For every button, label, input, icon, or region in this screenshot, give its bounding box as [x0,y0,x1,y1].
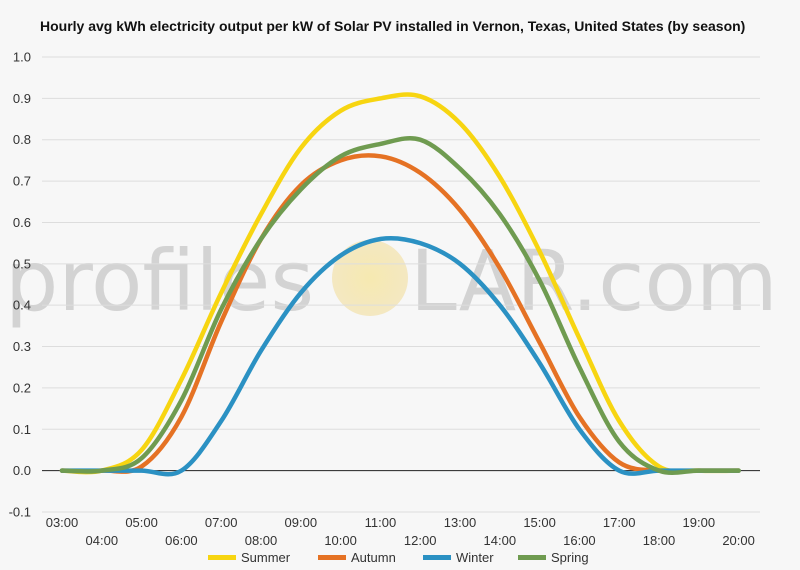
x-axis-ticks: 03:00 04:00 05:00 06:00 07:00 08:00 09:00 10:00… [46,515,755,548]
y-tick-label: 0.7 [13,174,31,189]
y-tick-label: 0.6 [13,215,31,230]
legend[interactable]: Summer Autumn Winter Spring [208,550,589,565]
x-tick-label: 04:00 [86,533,119,548]
legend-item-summer[interactable]: Summer [208,550,291,565]
y-tick-label: 0.1 [13,422,31,437]
y-tick-label: 0.8 [13,132,31,147]
legend-label: Autumn [351,550,396,565]
x-tick-label: 16:00 [563,533,596,548]
watermark-text-left: profiles [5,232,314,330]
y-tick-label: 1.0 [13,50,31,65]
y-tick-label: 0.3 [13,339,31,354]
watermark-sun-icon [332,240,408,316]
legend-label: Summer [241,550,291,565]
x-tick-label: 03:00 [46,515,79,530]
legend-item-autumn[interactable]: Autumn [318,550,396,565]
y-tick-label: 0.0 [13,463,31,478]
x-tick-label: 20:00 [722,533,755,548]
y-tick-label: 0.2 [13,380,31,395]
y-tick-label: 0.5 [13,256,31,271]
legend-swatch [208,555,236,560]
x-tick-label: 10:00 [324,533,357,548]
x-tick-label: 14:00 [484,533,517,548]
x-tick-label: 09:00 [285,515,318,530]
y-tick-label: 0.9 [13,91,31,106]
legend-label: Winter [456,550,494,565]
legend-item-spring[interactable]: Spring [518,550,589,565]
legend-swatch [318,555,346,560]
x-tick-label: 17:00 [603,515,636,530]
series-line-autumn [59,153,741,474]
y-axis-ticks: -0.1 0.0 0.1 0.2 0.3 0.4 0.5 0.6 0.7 0.8 0.9 1.0 [9,50,31,520]
series-line-summer [59,92,741,475]
legend-item-winter[interactable]: Winter [423,550,494,565]
x-tick-label: 19:00 [683,515,716,530]
x-tick-label: 12:00 [404,533,437,548]
series-line-spring [59,135,741,476]
x-tick-label: 06:00 [165,533,198,548]
x-tick-label: 08:00 [245,533,278,548]
chart-title: Hourly avg kWh electricity output per kW… [40,18,746,34]
x-tick-label: 05:00 [125,515,158,530]
x-tick-label: 15:00 [523,515,556,530]
legend-label: Spring [551,550,589,565]
x-tick-label: 07:00 [205,515,238,530]
y-tick-label: -0.1 [9,505,31,520]
x-tick-label: 11:00 [365,515,397,530]
watermark: profiles LAR.com [5,232,778,330]
x-tick-label: 18:00 [643,533,676,548]
legend-swatch [423,555,451,560]
y-tick-label: 0.4 [13,298,31,313]
x-tick-label: 13:00 [444,515,477,530]
series-line-winter [59,235,741,477]
legend-swatch [518,555,546,560]
watermark-text-right: LAR.com [410,232,778,330]
series-lines [59,92,741,477]
